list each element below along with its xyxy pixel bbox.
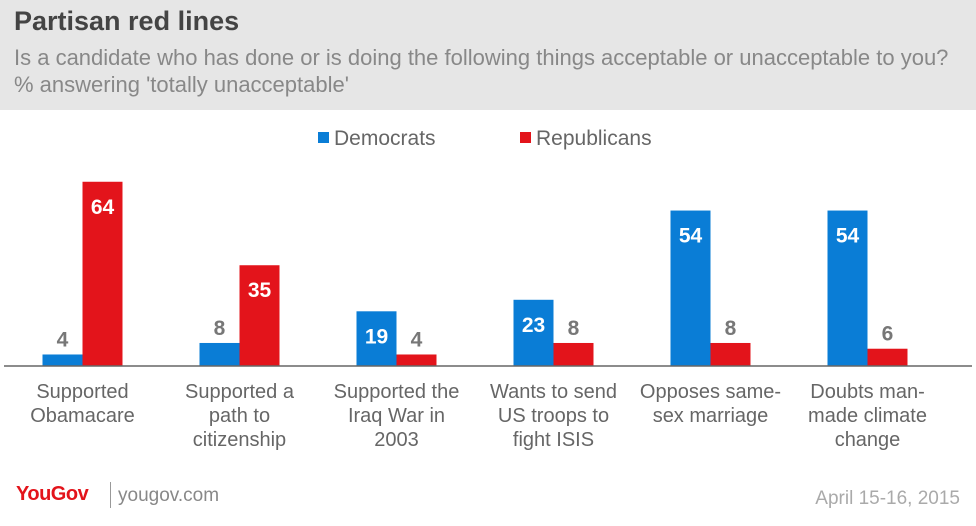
bar-0-2 (356, 311, 397, 366)
bar-1-0 (82, 181, 123, 366)
category-label-line: sex marriage (653, 405, 769, 427)
category-label-line: change (835, 429, 901, 451)
header: Partisan red lines Is a candidate who ha… (0, 0, 976, 110)
data-label-1-5: 6 (882, 323, 894, 346)
logo-divider (110, 482, 111, 508)
bar-1-4 (710, 342, 751, 366)
site-url[interactable]: yougov.com (118, 485, 220, 506)
data-label-1-1: 35 (248, 279, 272, 302)
category-label-line: Opposes same- (640, 381, 781, 403)
survey-date: April 15-16, 2015 (815, 488, 960, 509)
category-label-1: Supported a path to citizenship (185, 381, 295, 451)
data-label-0-5: 54 (836, 225, 860, 248)
category-label-line: Obamacare (30, 405, 135, 427)
data-label-0-1: 8 (214, 317, 226, 340)
category-label-line: Supported a (185, 381, 295, 403)
category-label-line: path to (209, 405, 270, 427)
legend-swatch-0 (318, 132, 329, 143)
data-label-1-3: 8 (568, 317, 580, 340)
category-label-2: Supported the Iraq War in 2003 (334, 381, 460, 451)
category-label-line: Supported the (334, 381, 460, 403)
bar-0-5 (827, 210, 868, 366)
category-label-line: 2003 (374, 429, 419, 451)
category-label-line: fight ISIS (513, 429, 594, 451)
category-label-4: Opposes same-sex marriage (640, 381, 781, 427)
bar-1-2 (396, 354, 437, 366)
data-label-0-4: 54 (679, 225, 703, 248)
bar-1-5 (867, 348, 908, 366)
category-label-line: citizenship (193, 429, 286, 451)
data-label-0-0: 4 (57, 328, 69, 351)
bar-0-0 (42, 354, 83, 366)
bar-1-3 (553, 342, 594, 366)
category-label-line: US troops to (498, 405, 609, 427)
category-label-line: made climate (808, 405, 927, 427)
legend-label-0: Democrats (334, 127, 436, 150)
legend-label-1: Republicans (536, 127, 652, 150)
category-label-line: Wants to send (490, 381, 617, 403)
bar-0-4 (670, 210, 711, 366)
category-label-5: Doubts man-made climate change (808, 381, 927, 451)
category-label-line: Iraq War in (348, 405, 445, 427)
bar-0-1 (199, 342, 240, 366)
data-label-1-2: 4 (411, 328, 423, 351)
category-label-line: Supported (36, 381, 128, 403)
category-label-3: Wants to send US troops to fight ISIS (490, 381, 617, 451)
chart-title: Partisan red lines (14, 6, 240, 36)
data-label-0-2: 19 (365, 325, 388, 348)
yougov-logo: YouGov (16, 483, 89, 505)
legend-swatch-1 (520, 132, 531, 143)
chart-subtitle: Is a candidate who has done or is doing … (14, 45, 949, 97)
bar-0-3 (513, 299, 554, 366)
data-label-0-3: 23 (522, 314, 545, 337)
data-label-1-4: 8 (725, 317, 737, 340)
bar-1-1 (239, 265, 280, 366)
data-label-1-0: 64 (91, 196, 115, 219)
category-label-line: Doubts man- (810, 381, 925, 403)
category-label-0: Supported Obamacare (30, 381, 135, 427)
